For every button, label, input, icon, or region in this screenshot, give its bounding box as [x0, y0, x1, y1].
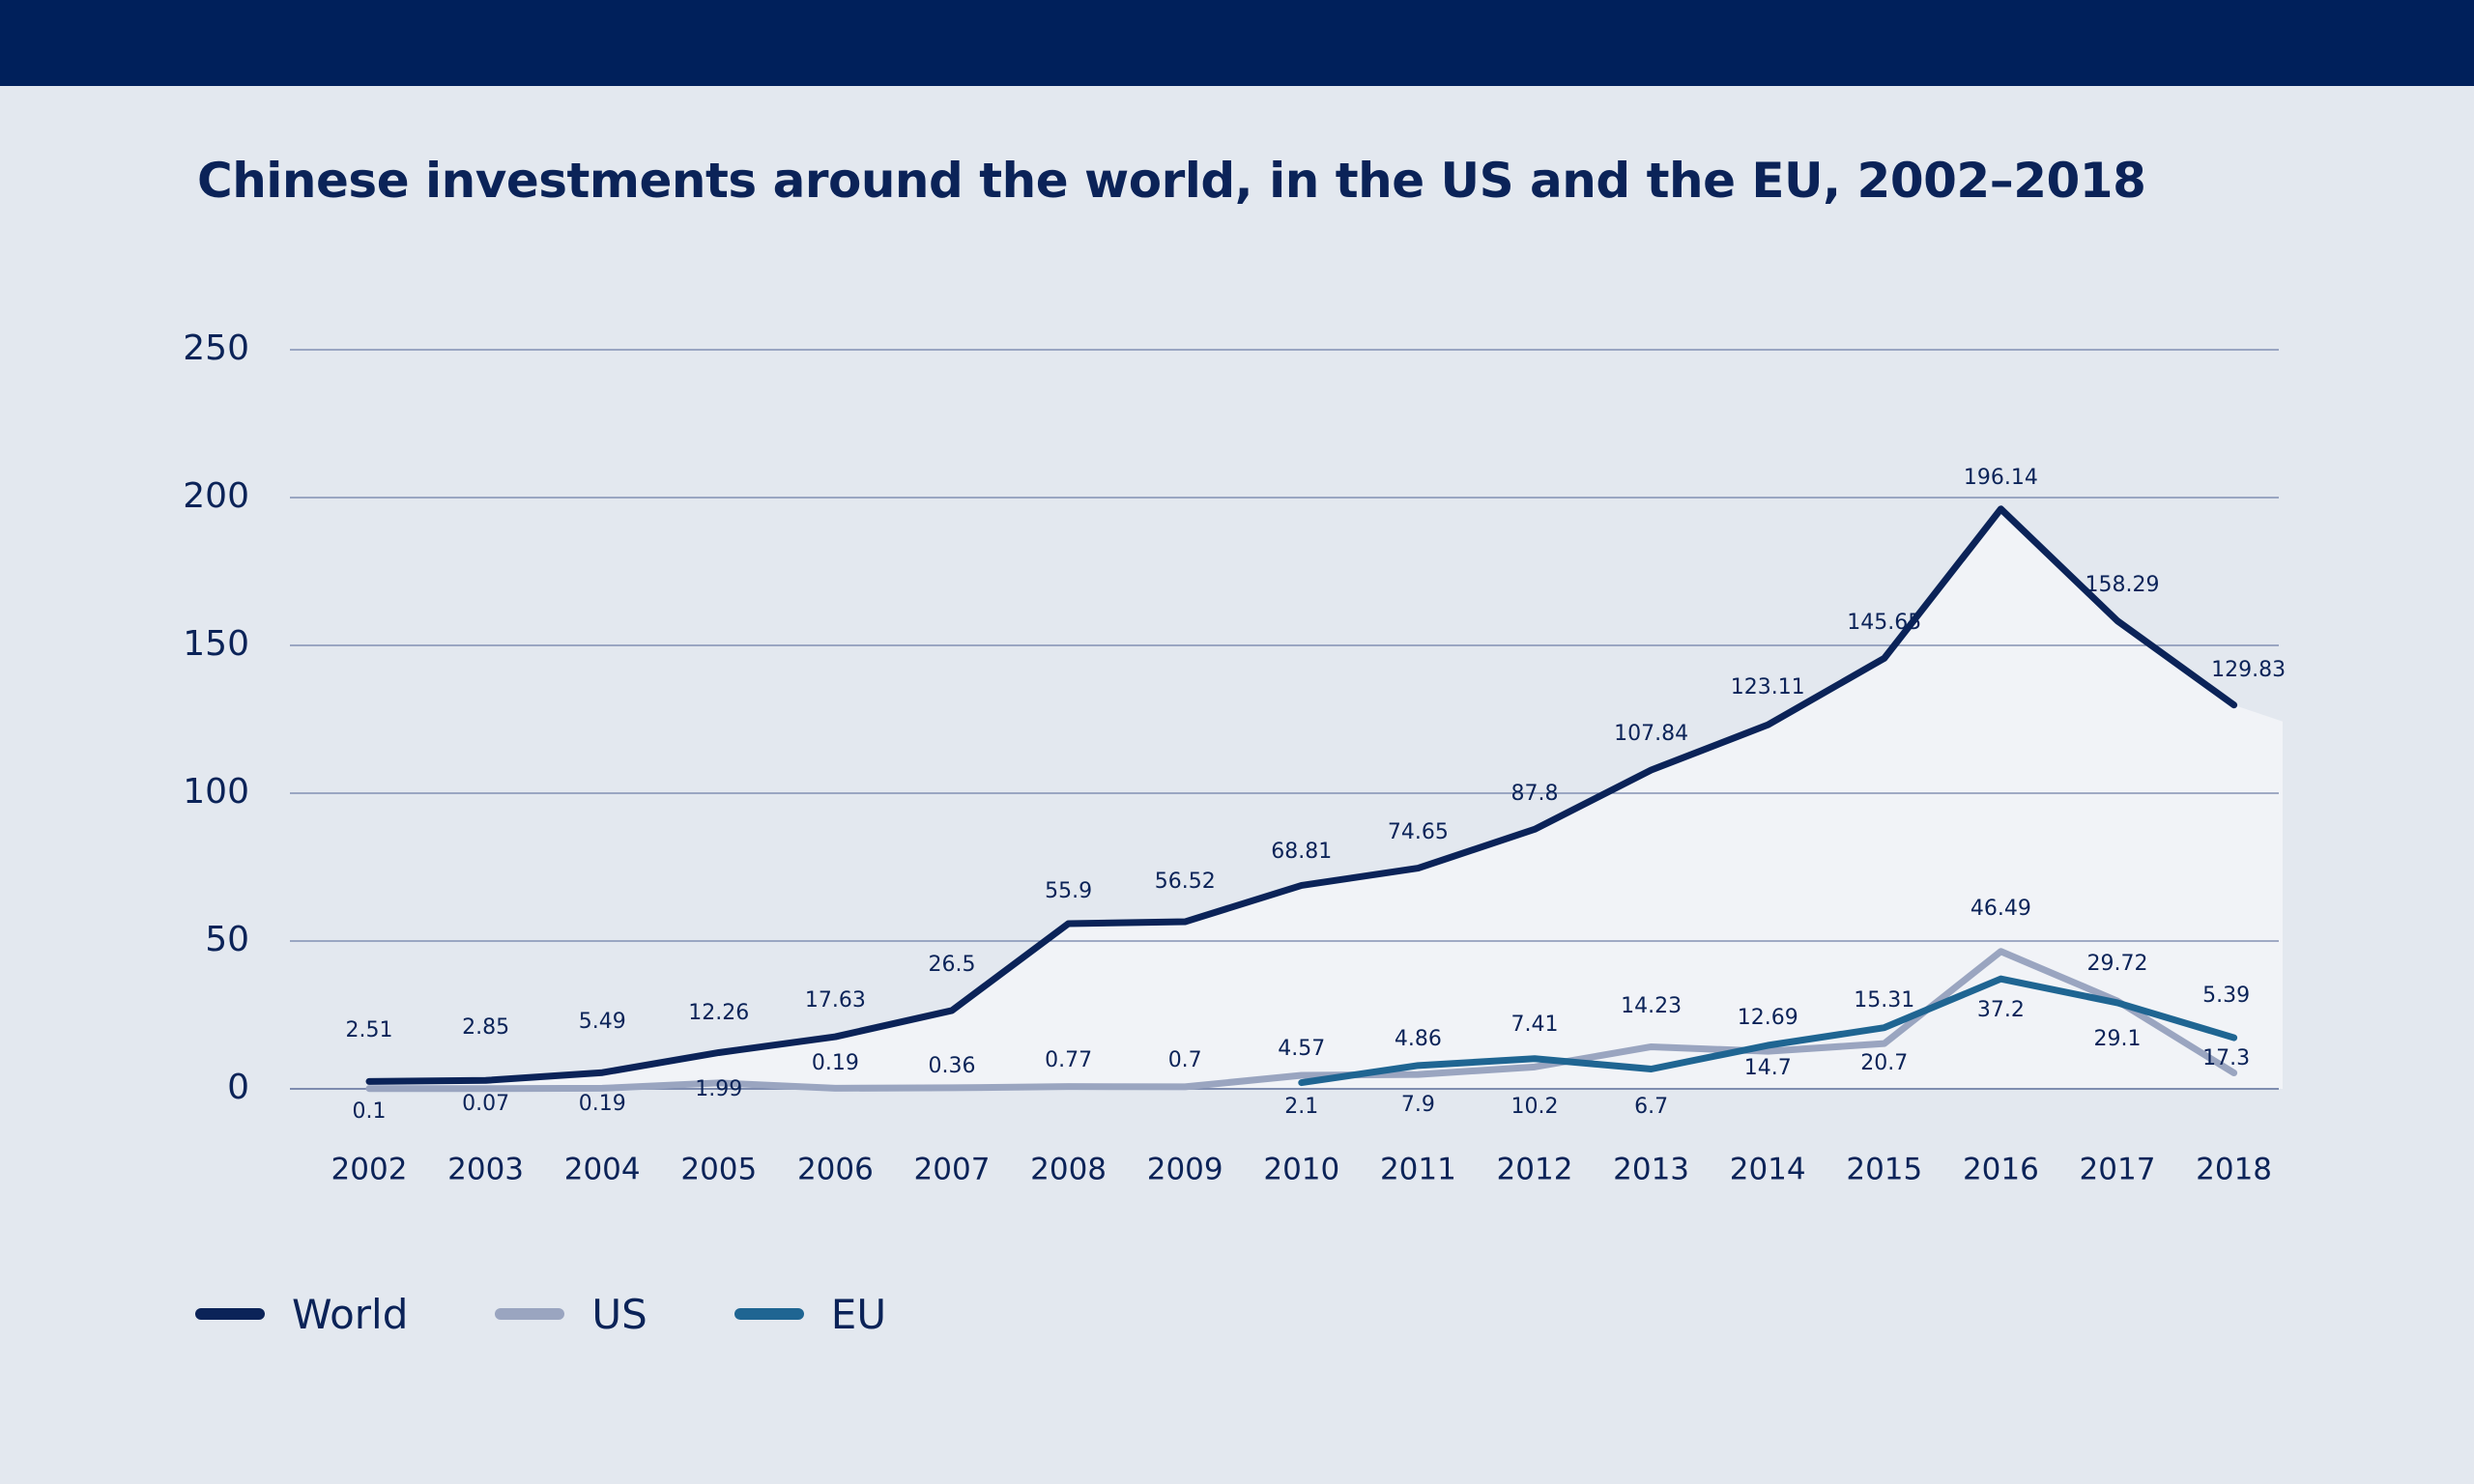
- x-tick-label-2009: 2009: [1147, 1153, 1223, 1187]
- us-data-label-2012: 7.41: [1511, 1013, 1559, 1037]
- world-data-label-2016: 196.14: [1964, 466, 2038, 490]
- world-data-label-2013: 107.84: [1614, 722, 1688, 746]
- x-tick-label-2004: 2004: [564, 1153, 641, 1187]
- us-data-label-2009: 0.7: [1168, 1048, 1202, 1072]
- y-tick-label-250: 250: [183, 328, 249, 368]
- x-tick-label-2011: 2011: [1380, 1153, 1456, 1187]
- eu-data-label-2016: 37.2: [1977, 998, 2025, 1022]
- world-data-label-2008: 55.9: [1045, 879, 1092, 903]
- chart-title: Chinese investments around the world, in…: [197, 153, 2146, 209]
- world-data-label-2002: 2.51: [346, 1018, 393, 1042]
- eu-data-label-2014: 14.7: [1744, 1056, 1792, 1080]
- world-data-label-2015: 145.65: [1847, 611, 1921, 635]
- world-data-label-2017: 158.29: [2086, 573, 2160, 597]
- world-data-label-2003: 2.85: [462, 1015, 509, 1040]
- us-data-label-2002: 0.1: [353, 1099, 387, 1124]
- us-data-label-2017: 29.72: [2087, 952, 2148, 976]
- eu-data-label-2011: 7.9: [1401, 1093, 1435, 1117]
- legend-item-eu: EU: [734, 1291, 886, 1338]
- us-data-label-2016: 46.49: [1971, 897, 2031, 921]
- us-data-label-2010: 4.57: [1278, 1037, 1325, 1061]
- eu-data-label-2018: 17.3: [2202, 1046, 2250, 1070]
- eu-data-label-2017: 29.1: [2094, 1027, 2142, 1051]
- world-data-label-2009: 56.52: [1155, 870, 1216, 894]
- us-data-label-2018: 5.39: [2202, 984, 2250, 1008]
- x-tick-label-2006: 2006: [797, 1153, 874, 1187]
- legend-label-us: US: [591, 1290, 647, 1338]
- eu-data-label-2012: 10.2: [1511, 1095, 1559, 1119]
- header-bar: [0, 0, 2474, 86]
- eu-data-label-2015: 20.7: [1860, 1051, 1908, 1075]
- us-data-label-2015: 15.31: [1854, 988, 1914, 1013]
- us-data-label-2006: 0.19: [812, 1051, 859, 1075]
- x-tick-label-2016: 2016: [1963, 1153, 2039, 1187]
- world-area-fill: [369, 508, 2283, 1089]
- x-tick-label-2014: 2014: [1730, 1153, 1806, 1187]
- y-tick-label-50: 50: [205, 920, 249, 959]
- world-data-label-2011: 74.65: [1388, 820, 1449, 844]
- eu-data-label-2013: 6.7: [1634, 1095, 1668, 1119]
- world-data-label-2012: 87.8: [1511, 782, 1559, 806]
- legend-swatch-us: [495, 1308, 565, 1320]
- legend-swatch-world: [195, 1308, 265, 1320]
- world-data-label-2004: 5.49: [579, 1010, 626, 1034]
- y-tick-label-100: 100: [183, 772, 249, 812]
- x-tick-label-2010: 2010: [1263, 1153, 1339, 1187]
- y-tick-label-150: 150: [183, 624, 249, 664]
- y-tick-label-0: 0: [227, 1068, 249, 1107]
- x-tick-label-2015: 2015: [1846, 1153, 1922, 1187]
- us-data-label-2007: 0.36: [929, 1054, 976, 1078]
- us-data-label-2005: 1.99: [695, 1077, 742, 1101]
- world-data-label-2006: 17.63: [805, 988, 866, 1013]
- world-data-label-2010: 68.81: [1271, 840, 1332, 864]
- chart-legend: World US EU: [195, 1285, 973, 1343]
- y-tick-label-200: 200: [183, 476, 249, 516]
- us-data-label-2013: 14.23: [1621, 994, 1682, 1018]
- legend-swatch-eu: [734, 1308, 804, 1320]
- us-data-label-2008: 0.77: [1045, 1048, 1092, 1072]
- legend-label-world: World: [292, 1290, 409, 1338]
- us-data-label-2003: 0.07: [462, 1092, 509, 1116]
- us-data-label-2004: 0.19: [579, 1092, 626, 1116]
- legend-item-us: US: [495, 1291, 647, 1338]
- x-tick-label-2003: 2003: [447, 1153, 524, 1187]
- legend-label-eu: EU: [830, 1290, 887, 1338]
- x-tick-label-2008: 2008: [1030, 1153, 1107, 1187]
- x-tick-label-2017: 2017: [2080, 1153, 2156, 1187]
- x-tick-label-2002: 2002: [331, 1153, 408, 1187]
- x-tick-label-2013: 2013: [1613, 1153, 1689, 1187]
- world-data-label-2014: 123.11: [1731, 675, 1805, 699]
- world-data-label-2005: 12.26: [688, 1001, 749, 1025]
- us-data-label-2014: 12.69: [1738, 1006, 1798, 1030]
- us-data-label-2011: 4.86: [1395, 1027, 1442, 1051]
- x-tick-label-2007: 2007: [914, 1153, 991, 1187]
- legend-item-world: World: [195, 1291, 408, 1338]
- world-data-label-2018: 129.83: [2211, 658, 2286, 682]
- world-data-label-2007: 26.5: [929, 953, 976, 977]
- x-tick-label-2012: 2012: [1497, 1153, 1573, 1187]
- x-tick-label-2018: 2018: [2196, 1153, 2272, 1187]
- x-tick-label-2005: 2005: [680, 1153, 757, 1187]
- eu-data-label-2010: 2.1: [1284, 1095, 1318, 1119]
